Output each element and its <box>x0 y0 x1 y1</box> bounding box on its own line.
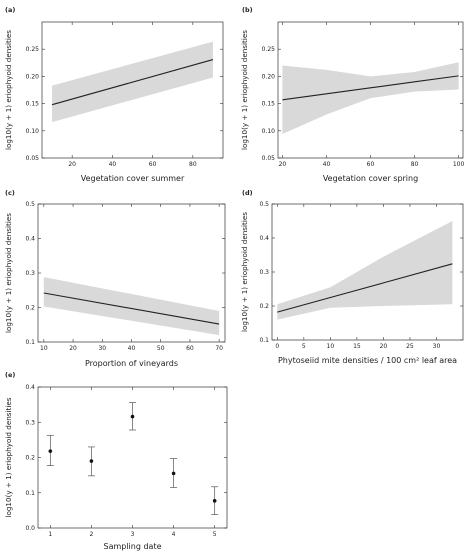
x-tick-label: 3 <box>131 531 135 538</box>
data-point <box>89 459 94 463</box>
y-tick-label: 0.20 <box>262 73 276 80</box>
x-tick-label: 2 <box>89 531 93 538</box>
y-axis-label: log10(y + 1) eriophyoid densities <box>240 212 249 332</box>
confidence-band <box>43 277 220 336</box>
fit-line <box>277 263 453 313</box>
panel-c: (c) 10 20 30 40 50 60 70 0.1 0.2 0.3 0.4 0.5 Proporti… <box>4 189 226 368</box>
fit-line <box>282 75 459 101</box>
data-point <box>48 449 53 453</box>
y-axis-label: log10(y + 1) eriophyoid densities <box>4 213 13 333</box>
y-tick-label: 0.0 <box>25 525 35 532</box>
y-axis-label: log10(y + 1) eriophyoid densities <box>4 30 13 150</box>
x-axis-label: Phytoseiid mite densities / 100 cm² leaf… <box>278 356 457 365</box>
x-tick-label: 10 <box>40 345 48 352</box>
panel-label: (a) <box>5 6 15 14</box>
y-tick-label: 0.10 <box>262 128 276 135</box>
y-tick-label: 0.15 <box>262 101 276 108</box>
x-tick-label: 60 <box>367 161 375 168</box>
y-tick-label: 0.25 <box>26 46 40 53</box>
x-tick-label: 40 <box>109 161 117 168</box>
x-tick-label: 60 <box>186 345 194 352</box>
x-axis-label: Vegetation cover spring <box>323 174 418 183</box>
panel-d: (d) 0 5 10 15 20 25 30 0.1 0.2 0.3 0.4 0.5 Phytoseiid… <box>240 189 464 365</box>
y-tick-label: 0.15 <box>26 101 40 108</box>
panel-label: (b) <box>242 6 253 14</box>
data-point <box>212 499 217 503</box>
panel-b: (b) 20 40 60 80 100 0.05 0.10 0.15 0.20 0.25 Vegeta… <box>240 6 465 183</box>
y-tick-label: 0.1 <box>25 490 35 497</box>
x-tick-label: 20 <box>380 343 388 350</box>
y-tick-label: 0.3 <box>25 270 35 277</box>
y-tick-label: 0.4 <box>25 236 35 243</box>
y-tick-label: 0.2 <box>25 305 35 312</box>
x-tick-label: 25 <box>406 343 414 350</box>
x-tick-label: 4 <box>172 531 176 538</box>
y-tick-label: 0.4 <box>25 384 35 391</box>
panel-label: (e) <box>5 371 15 379</box>
y-axis-label: log10(y + 1) eriophyoid densities <box>240 30 249 150</box>
panel-label: (d) <box>242 189 253 197</box>
y-tick-label: 0.4 <box>259 235 269 242</box>
y-tick-label: 0.05 <box>262 155 276 162</box>
x-tick-label: 0 <box>275 343 279 350</box>
y-tick-label: 0.5 <box>259 201 269 208</box>
y-tick-label: 0.05 <box>26 155 40 162</box>
panel-a: (a) 20 40 60 80 0.05 0.10 0.15 0.20 0.25 Vegetatio… <box>4 6 224 183</box>
y-tick-label: 0.2 <box>25 455 35 462</box>
x-tick-label: 80 <box>189 161 197 168</box>
y-tick-label: 0.2 <box>259 303 269 310</box>
x-axis-label: Proportion of vineyards <box>85 359 178 368</box>
fit-line <box>51 59 214 106</box>
confidence-band <box>277 221 453 320</box>
x-tick-label: 30 <box>98 345 106 352</box>
x-axis-label: Vegetation cover summer <box>81 174 185 183</box>
fit-line <box>43 292 220 325</box>
x-tick-label: 40 <box>323 161 331 168</box>
x-tick-label: 20 <box>69 345 77 352</box>
x-tick-label: 1 <box>48 531 52 538</box>
x-tick-label: 5 <box>213 531 217 538</box>
data-point <box>171 471 176 476</box>
x-tick-label: 50 <box>157 345 165 352</box>
x-tick-label: 20 <box>68 161 76 168</box>
y-tick-label: 0.1 <box>25 339 35 346</box>
x-tick-label: 15 <box>353 343 361 350</box>
y-tick-label: 0.5 <box>25 201 35 208</box>
y-axis-label: log10(y + 1) eriophyoid densities <box>4 397 13 517</box>
y-tick-label: 0.10 <box>26 128 40 135</box>
x-tick-label: 30 <box>433 343 441 350</box>
x-tick-label: 70 <box>215 345 223 352</box>
confidence-band <box>282 62 459 135</box>
x-tick-label: 20 <box>279 161 287 168</box>
panel-e: (e) 1 2 3 4 5 0.0 0.1 0.2 0.3 0.4 Sampling date log1… <box>4 371 228 551</box>
x-tick-label: 100 <box>453 161 465 168</box>
x-tick-label: 10 <box>327 343 335 350</box>
y-tick-label: 0.1 <box>259 337 269 344</box>
data-point <box>130 414 135 419</box>
x-tick-label: 5 <box>302 343 306 350</box>
x-axis-label: Sampling date <box>103 542 161 551</box>
plot-frame <box>41 21 224 159</box>
y-tick-label: 0.3 <box>259 269 269 276</box>
panel-label: (c) <box>5 189 15 197</box>
y-tick-label: 0.3 <box>25 419 35 426</box>
x-tick-label: 60 <box>149 161 157 168</box>
y-tick-label: 0.20 <box>26 73 40 80</box>
y-tick-label: 0.25 <box>262 46 276 53</box>
x-tick-label: 40 <box>128 345 136 352</box>
x-tick-label: 80 <box>411 161 419 168</box>
